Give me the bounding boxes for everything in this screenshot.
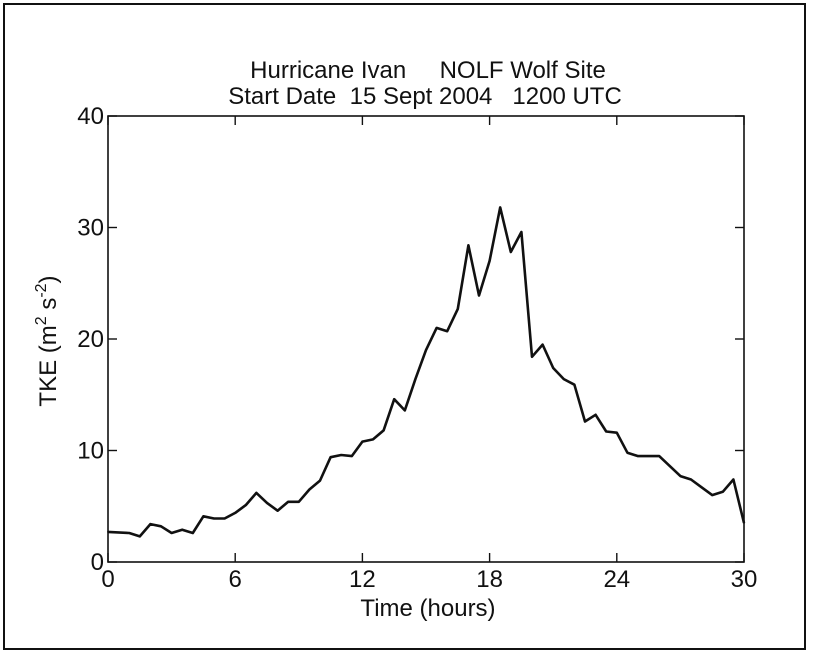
tke-data-point [329,456,332,459]
tke-data-point [382,429,385,432]
tke-data-point [276,509,279,512]
tke-data-point [181,528,184,531]
tke-data-point [446,330,449,333]
tke-data-point [605,430,608,433]
tke-data-point [700,486,703,489]
tke-data-point [393,398,396,401]
tke-data-point [478,294,480,297]
tke-data-point [266,502,268,504]
tke-data-point [350,455,353,457]
tke-data-point [213,517,215,520]
tke-data-point [425,349,427,352]
y-tick-label: 20 [77,326,104,353]
y-tick-label: 10 [77,438,104,465]
tke-data-point [372,438,374,441]
x-tick-label: 0 [101,566,114,593]
y-axis-label-exp1: 2 [33,316,50,325]
tke-data-point [647,455,650,457]
tke-data-point [414,378,417,381]
x-tick-label: 6 [229,566,242,593]
y-axis-label-exp2: -2 [33,283,50,297]
tke-data-point [149,523,152,525]
tke-data-point [690,478,692,481]
x-tick-label: 30 [731,566,758,593]
tke-data-point [361,440,364,443]
tke-data-point [403,409,406,412]
tke-data-point [456,307,459,310]
tke-data-point [255,491,258,494]
tke-data-point [308,488,311,491]
tke-data-point [520,231,523,233]
x-tick-label: 12 [349,566,376,593]
tke-data-point [340,454,343,456]
tke-data-point [584,420,586,423]
tke-data-point [488,260,491,262]
tke-data-point [191,532,194,534]
tke-data-point [107,530,109,533]
tke-data-point [297,500,300,503]
tke-series-line [107,206,746,538]
tke-data-point [467,244,470,247]
tke-data-point [658,455,661,457]
x-tick-label: 24 [603,566,630,593]
tke-data-point [552,367,555,369]
chart-subtitle: Start Date 15 Sept 2004 1200 UTC [228,83,622,110]
y-axis-label-end: ) [35,275,62,283]
tke-data-point [223,517,226,520]
chart-title: Hurricane Ivan NOLF Wolf Site [250,57,606,84]
y-tick-label: 30 [77,215,104,242]
tke-data-point [509,251,512,253]
tke-data-point [531,355,533,358]
x-axis-label: Time (hours) [360,595,495,622]
tke-data-point [435,326,438,329]
tke-data-point [170,532,173,534]
y-tick-label: 40 [77,103,104,130]
plot-area: 0 6 12 18 24 30 0 10 20 30 40 [77,103,757,593]
tke-data-point [732,478,735,481]
tke-data-point [721,490,724,493]
y-axis-label: TKE (m2 s-2) [33,275,62,406]
plot-frame [107,115,745,563]
tke-data-point [160,525,162,528]
tke-data-point [743,522,745,524]
y-axis-label-mid: s [35,298,62,317]
tke-data-point [319,479,321,482]
tke-data-point [615,431,618,434]
tke-data-point [679,475,682,478]
tke-data-point [244,504,247,507]
tke-data-point [562,378,565,381]
tke-data-point [668,465,671,468]
figure-frame [3,3,806,650]
tke-data-point [287,500,290,503]
tke-data-point [573,383,576,386]
tke-data-point [626,451,629,454]
tke-data-point [234,512,237,514]
y-axis-label-base: TKE (m [35,325,62,406]
tke-data-point [637,455,639,457]
y-tick-label: 0 [91,549,104,576]
x-tick-label: 18 [476,566,503,593]
tke-data-point [499,206,502,209]
tke-data-point [138,535,141,538]
tke-data-point [711,494,714,496]
tke-data-point [202,515,205,518]
tke-data-point [541,343,544,346]
tke-data-point [128,532,131,534]
tke-data-point [594,413,597,416]
